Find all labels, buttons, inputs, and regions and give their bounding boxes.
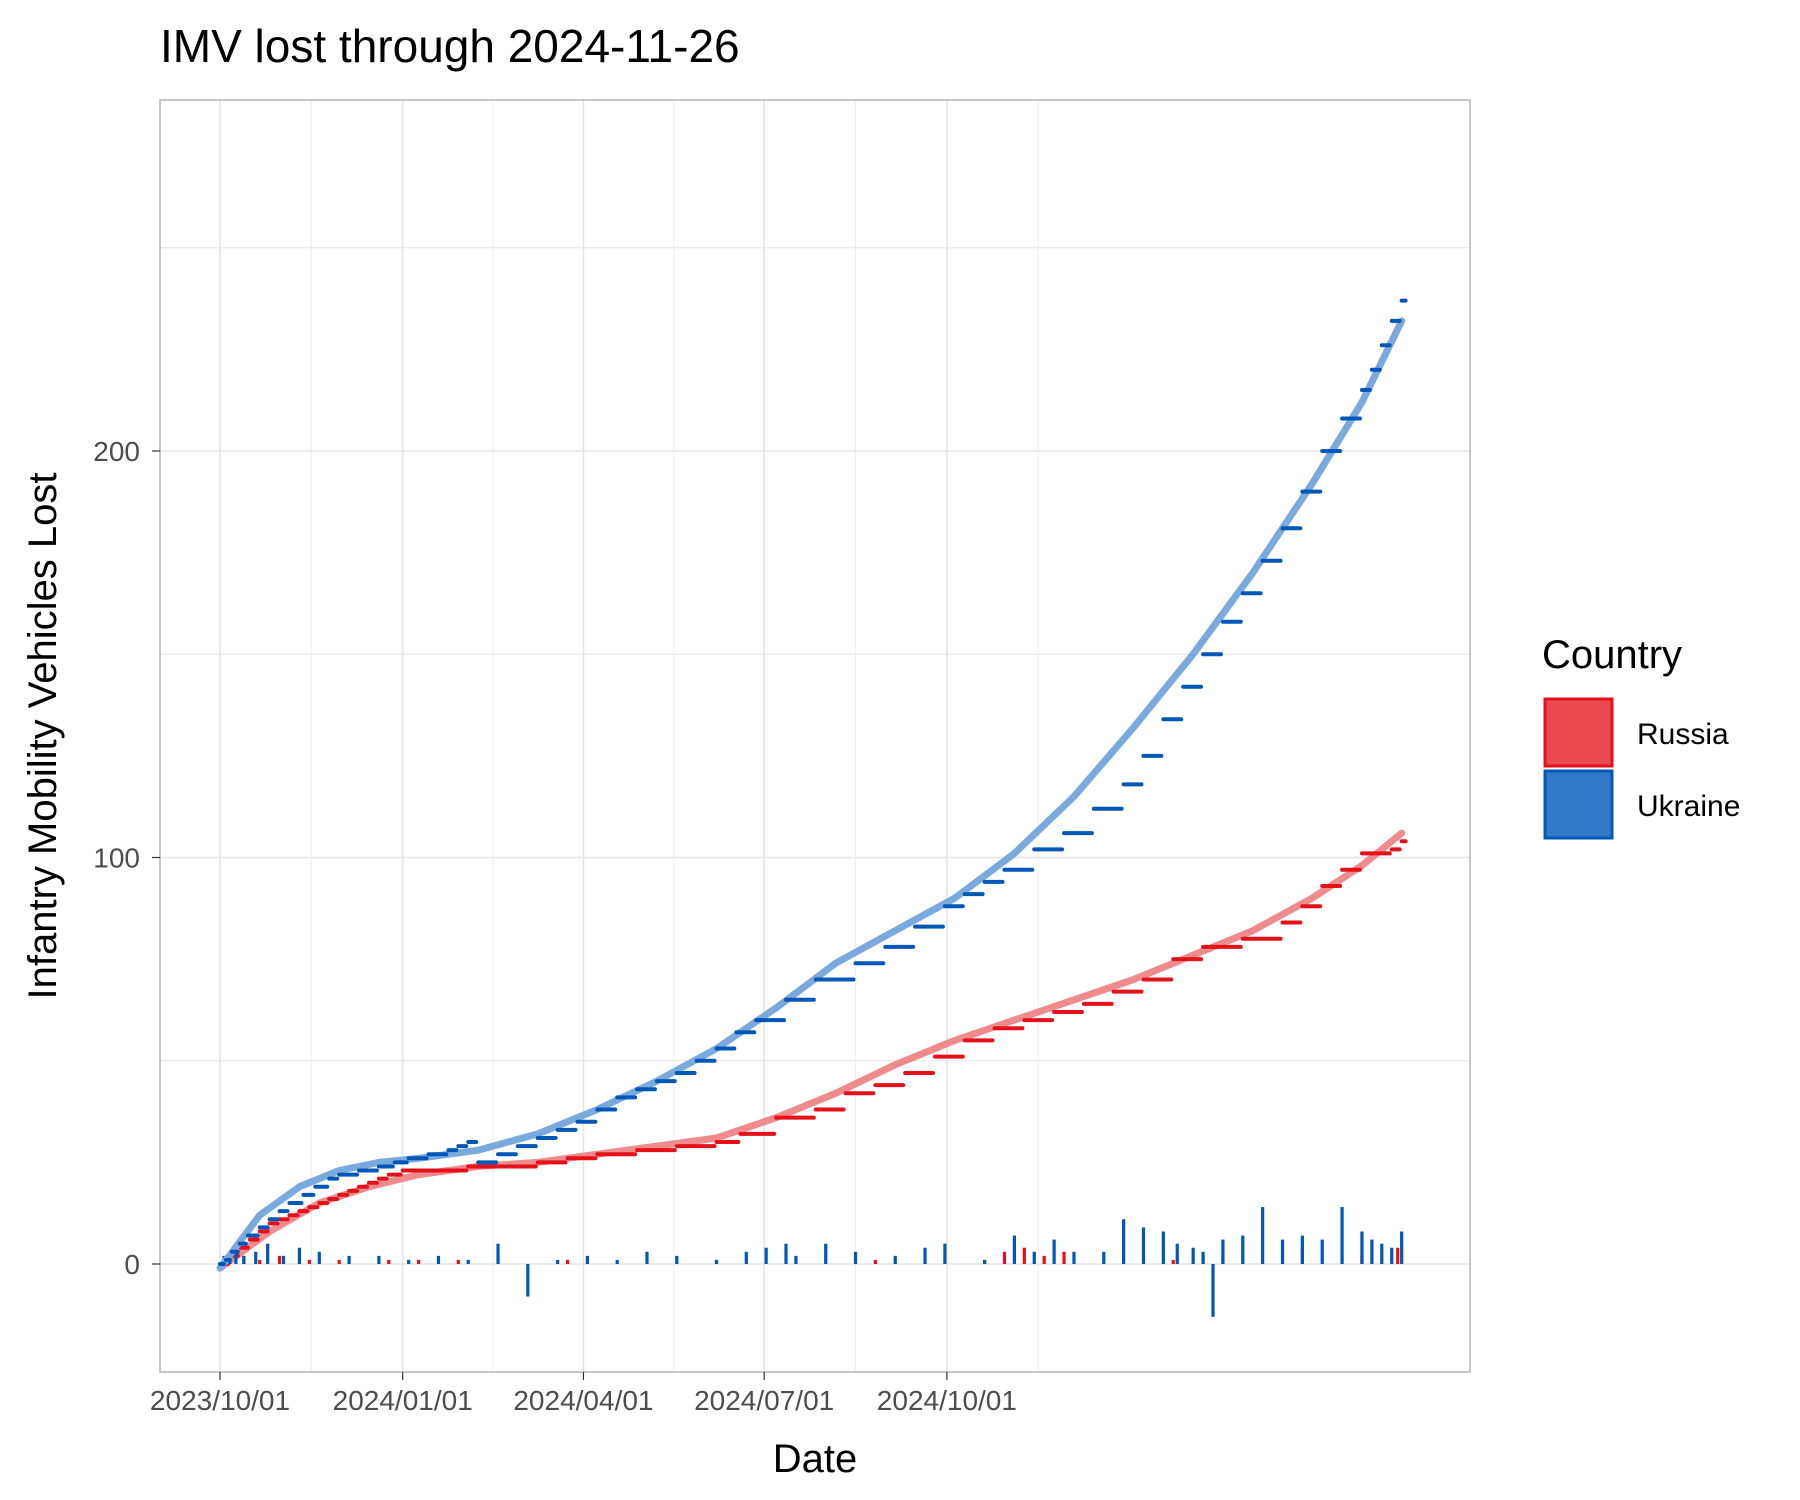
daily-bar-russia xyxy=(1171,1259,1175,1264)
daily-bar-ukraine xyxy=(923,1247,927,1264)
daily-bar-ukraine xyxy=(297,1247,302,1264)
daily-bar-ukraine xyxy=(317,1251,321,1264)
trend-line-russia xyxy=(216,829,1406,1272)
daily-bar-ukraine xyxy=(347,1255,351,1264)
x-tick-label: 2024/04/01 xyxy=(513,1385,653,1416)
daily-bar-ukraine xyxy=(943,1243,947,1264)
daily-bar-ukraine xyxy=(1261,1207,1265,1264)
daily-bar-ukraine xyxy=(1072,1251,1076,1264)
daily-bar-ukraine xyxy=(784,1243,788,1264)
daily-bar-ukraine xyxy=(893,1255,897,1264)
y-tick-label: 200 xyxy=(93,436,140,467)
daily-bar-ukraine xyxy=(1211,1264,1215,1317)
daily-bar-ukraine xyxy=(1221,1239,1225,1264)
daily-bar-russia xyxy=(456,1259,460,1264)
daily-bar-russia xyxy=(1062,1251,1066,1264)
x-tick-label: 2024/01/01 xyxy=(333,1385,473,1416)
daily-bar-ukraine xyxy=(744,1251,748,1264)
daily-bar-ukraine xyxy=(645,1251,649,1264)
daily-bar-ukraine xyxy=(1161,1231,1165,1264)
daily-bar-russia xyxy=(307,1259,311,1264)
daily-bar-ukraine xyxy=(983,1259,987,1264)
grid xyxy=(160,100,1470,1372)
legend-item-ukraine: Ukraine xyxy=(1543,769,1740,840)
daily-bar-ukraine xyxy=(1102,1251,1106,1264)
daily-bar-ukraine xyxy=(436,1255,441,1264)
trend-line-ukraine xyxy=(216,317,1406,1272)
daily-bar-ukraine xyxy=(714,1259,719,1264)
daily-bar-ukraine xyxy=(1380,1243,1384,1264)
daily-bar-ukraine xyxy=(1052,1239,1056,1264)
daily-bar-ukraine xyxy=(1320,1239,1324,1264)
daily-bar-ukraine xyxy=(1280,1239,1285,1264)
daily-bar-ukraine xyxy=(1360,1231,1364,1264)
daily-bar-ukraine xyxy=(1400,1231,1404,1264)
x-tick-label: 2023/10/01 xyxy=(150,1385,290,1416)
daily-bar-russia xyxy=(1022,1247,1026,1264)
daily-bar-ukraine xyxy=(615,1259,619,1264)
daily-bar-ukraine xyxy=(466,1259,470,1264)
daily-bar-russia xyxy=(337,1259,341,1264)
x-axis-ticks: 2023/10/01 2024/01/01 2024/04/01 2024/07/01… xyxy=(150,1372,1017,1416)
daily-bar-ukraine xyxy=(254,1251,258,1264)
daily-bar-ukraine xyxy=(1370,1239,1374,1264)
chart-title: IMV lost through 2024-11-26 xyxy=(160,20,740,72)
y-axis-title: Infantry Mobility Vehicles Lost xyxy=(21,473,65,1000)
plot-panel-border xyxy=(159,99,1471,1373)
daily-bar-ukraine xyxy=(266,1243,270,1264)
legend-label-ukraine: Ukraine xyxy=(1637,790,1740,823)
daily-bar-ukraine xyxy=(585,1255,590,1264)
daily-bar-russia xyxy=(387,1259,391,1264)
daily-bar-ukraine xyxy=(1300,1235,1304,1264)
daily-bar-ukraine xyxy=(234,1247,238,1264)
daily-bar-ukraine xyxy=(556,1259,560,1264)
x-axis-title: Date xyxy=(773,1437,858,1481)
daily-bar-ukraine xyxy=(1141,1227,1146,1264)
daily-bar-ukraine xyxy=(1201,1251,1205,1264)
daily-bar-russia xyxy=(258,1259,262,1264)
daily-bar-ukraine xyxy=(526,1264,530,1297)
daily-bar-ukraine xyxy=(242,1255,246,1264)
daily-bar-ukraine xyxy=(1340,1207,1344,1264)
daily-bar-russia xyxy=(565,1259,570,1264)
daily-bar-ukraine xyxy=(1032,1251,1036,1264)
daily-bar-ukraine xyxy=(407,1259,411,1264)
daily-bar-ukraine xyxy=(1390,1247,1394,1264)
x-tick-label: 2024/10/01 xyxy=(877,1385,1017,1416)
daily-bar-ukraine xyxy=(764,1247,768,1264)
legend: Country Russia Ukraine xyxy=(1542,633,1740,840)
daily-bar-ukraine xyxy=(281,1255,286,1264)
legend-key-ukraine xyxy=(1543,769,1614,840)
legend-label-russia: Russia xyxy=(1637,718,1729,751)
daily-bar-ukraine xyxy=(853,1251,858,1264)
daily-bar-russia xyxy=(873,1259,877,1264)
daily-bar-ukraine xyxy=(1241,1235,1245,1264)
series-russia xyxy=(216,829,1408,1272)
legend-title: Country xyxy=(1542,633,1682,677)
legend-key-russia xyxy=(1543,697,1614,768)
y-axis-ticks: 0 100 200 xyxy=(93,436,160,1280)
daily-bar-ukraine xyxy=(1191,1247,1195,1264)
daily-bar-ukraine xyxy=(1175,1243,1179,1264)
y-tick-label: 100 xyxy=(93,843,140,874)
daily-bar-russia xyxy=(1002,1251,1007,1264)
daily-bar-ukraine xyxy=(824,1243,828,1264)
daily-bar-ukraine xyxy=(1012,1235,1016,1264)
series-ukraine xyxy=(216,298,1408,1317)
daily-bar-russia xyxy=(277,1255,282,1264)
y-tick-label: 0 xyxy=(124,1249,140,1280)
legend-item-russia: Russia xyxy=(1543,697,1729,768)
daily-bar-ukraine xyxy=(496,1243,500,1264)
daily-bar-russia xyxy=(417,1259,421,1264)
daily-bar-ukraine xyxy=(377,1255,381,1264)
daily-bar-ukraine xyxy=(794,1255,798,1264)
daily-bar-russia xyxy=(1396,1247,1400,1264)
data-marks xyxy=(216,298,1408,1317)
daily-bar-ukraine xyxy=(675,1255,679,1264)
x-tick-label: 2024/07/01 xyxy=(694,1385,834,1416)
daily-bar-russia xyxy=(1042,1255,1046,1264)
daily-bar-ukraine xyxy=(1122,1219,1126,1264)
